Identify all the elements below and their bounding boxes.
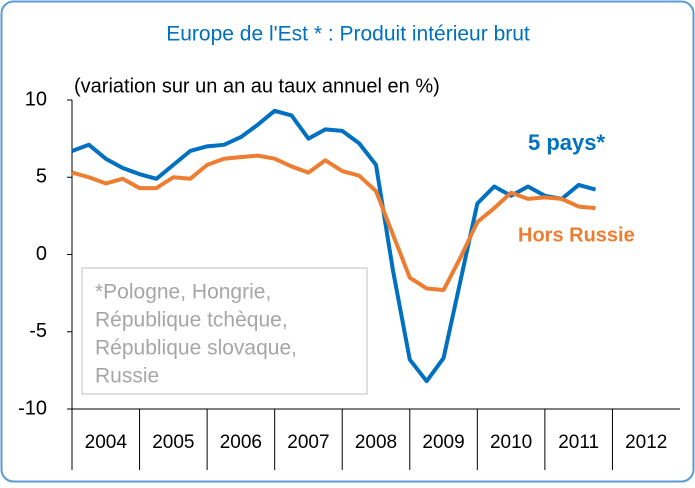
x-tick-label: 2008 (355, 432, 397, 453)
note-line: *Pologne, Hongrie, (95, 281, 271, 304)
y-tick-label: -5 (29, 320, 47, 342)
x-tick-label: 2006 (220, 432, 262, 453)
series-line (71, 153, 596, 293)
x-tick-label: 2004 (85, 432, 128, 453)
chart-title: Europe de l'Est * : Produit intérieur br… (166, 23, 530, 46)
x-tick-label: 2011 (558, 432, 599, 453)
y-tick-label: 5 (36, 166, 47, 188)
x-tick-label: 2012 (625, 432, 667, 453)
note-line: Russie (95, 365, 159, 388)
x-tick-label: 2009 (422, 432, 464, 453)
subtitle: (variation sur un an au taux annuel en %… (74, 75, 440, 97)
note-line: République tchèque, (95, 309, 288, 332)
y-tick-label: 10 (25, 88, 47, 110)
y-tick-label: 0 (36, 243, 47, 265)
series-label: 5 pays* (528, 130, 605, 155)
x-tick-label: 2007 (287, 432, 329, 453)
note: *Pologne, Hongrie, République tchèque, Rép… (95, 281, 297, 388)
series-label: Hors Russie (518, 224, 635, 246)
y-tick-label: -10 (18, 397, 47, 419)
note-line: République slovaque, (95, 337, 297, 360)
note-box (81, 267, 368, 395)
x-tick-label: 2005 (152, 432, 194, 453)
x-tick-label: 2010 (490, 432, 532, 453)
